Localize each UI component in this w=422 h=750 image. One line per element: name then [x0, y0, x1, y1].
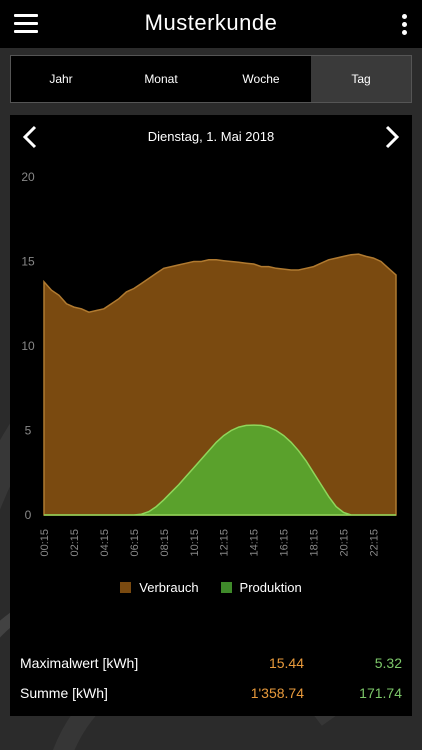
y-tick-label: 5: [25, 424, 32, 438]
x-tick-label: 00:15: [39, 529, 51, 557]
legend-label-verbrauch: Verbrauch: [139, 580, 199, 595]
summary-row-max: Maximalwert [kWh] 15.44 5.32: [20, 655, 402, 675]
energy-area-chart: 0 5 10 15 20 00:15 02:15 04:15 06:15 08:15 10:15 12…: [21, 170, 397, 557]
app-bar: Musterkunde: [0, 0, 422, 48]
x-tick-label: 12:15: [219, 529, 231, 557]
max-label: Maximalwert [kWh]: [20, 655, 139, 671]
x-tick-label: 22:15: [369, 529, 381, 557]
x-tick-label: 10:15: [189, 529, 201, 557]
legend-swatch-verbrauch: [120, 582, 132, 593]
tab-tag[interactable]: Tag: [311, 56, 411, 102]
series-area-verbrauch: [43, 253, 397, 516]
x-tick-label: 08:15: [159, 529, 171, 557]
chevron-right-icon[interactable]: [382, 125, 402, 149]
x-tick-label: 02:15: [69, 529, 81, 557]
sum-produktion-value: 171.74: [359, 685, 402, 701]
y-tick-label: 10: [21, 339, 35, 353]
hamburger-menu-icon[interactable]: [14, 14, 38, 34]
max-produktion-value: 5.32: [374, 655, 402, 671]
y-tick-label: 20: [21, 170, 35, 184]
more-vertical-icon[interactable]: [400, 14, 408, 36]
summary-row-sum: Summe [kWh] 1'358.74 171.74: [20, 685, 402, 705]
y-tick-label: 0: [25, 508, 32, 522]
x-tick-label: 20:15: [339, 529, 351, 557]
x-tick-label: 04:15: [99, 529, 111, 557]
sum-label: Summe [kWh]: [20, 685, 108, 701]
legend-produktion[interactable]: Produktion: [220, 580, 302, 595]
tab-woche[interactable]: Woche: [242, 72, 280, 86]
x-tick-label: 18:15: [309, 529, 321, 557]
chart-legend: Verbrauch Produktion: [10, 580, 412, 595]
legend-label-produktion: Produktion: [239, 580, 302, 595]
legend-verbrauch[interactable]: Verbrauch: [120, 580, 199, 595]
date-label: Dienstag, 1. Mai 2018: [147, 129, 275, 144]
chevron-left-icon[interactable]: [20, 125, 40, 149]
series-area-produktion: [44, 424, 396, 516]
chart-panel: 0 5 10 15 20 00:15 02:15 04:15 06:15 08:15 10:15 12…: [10, 115, 412, 716]
period-tabs: Jahr Monat Woche Tag: [10, 55, 412, 103]
y-tick-label: 15: [21, 255, 35, 269]
legend-swatch-produktion: [220, 582, 232, 593]
tab-jahr[interactable]: Jahr: [49, 72, 73, 86]
app-title: Musterkunde: [144, 10, 278, 35]
x-tick-label: 16:15: [279, 529, 291, 557]
x-tick-label: 06:15: [129, 529, 141, 557]
max-verbrauch-value: 15.44: [268, 655, 304, 671]
x-tick-label: 14:15: [249, 529, 261, 557]
sum-verbrauch-value: 1'358.74: [250, 685, 304, 701]
tab-monat[interactable]: Monat: [144, 72, 178, 86]
